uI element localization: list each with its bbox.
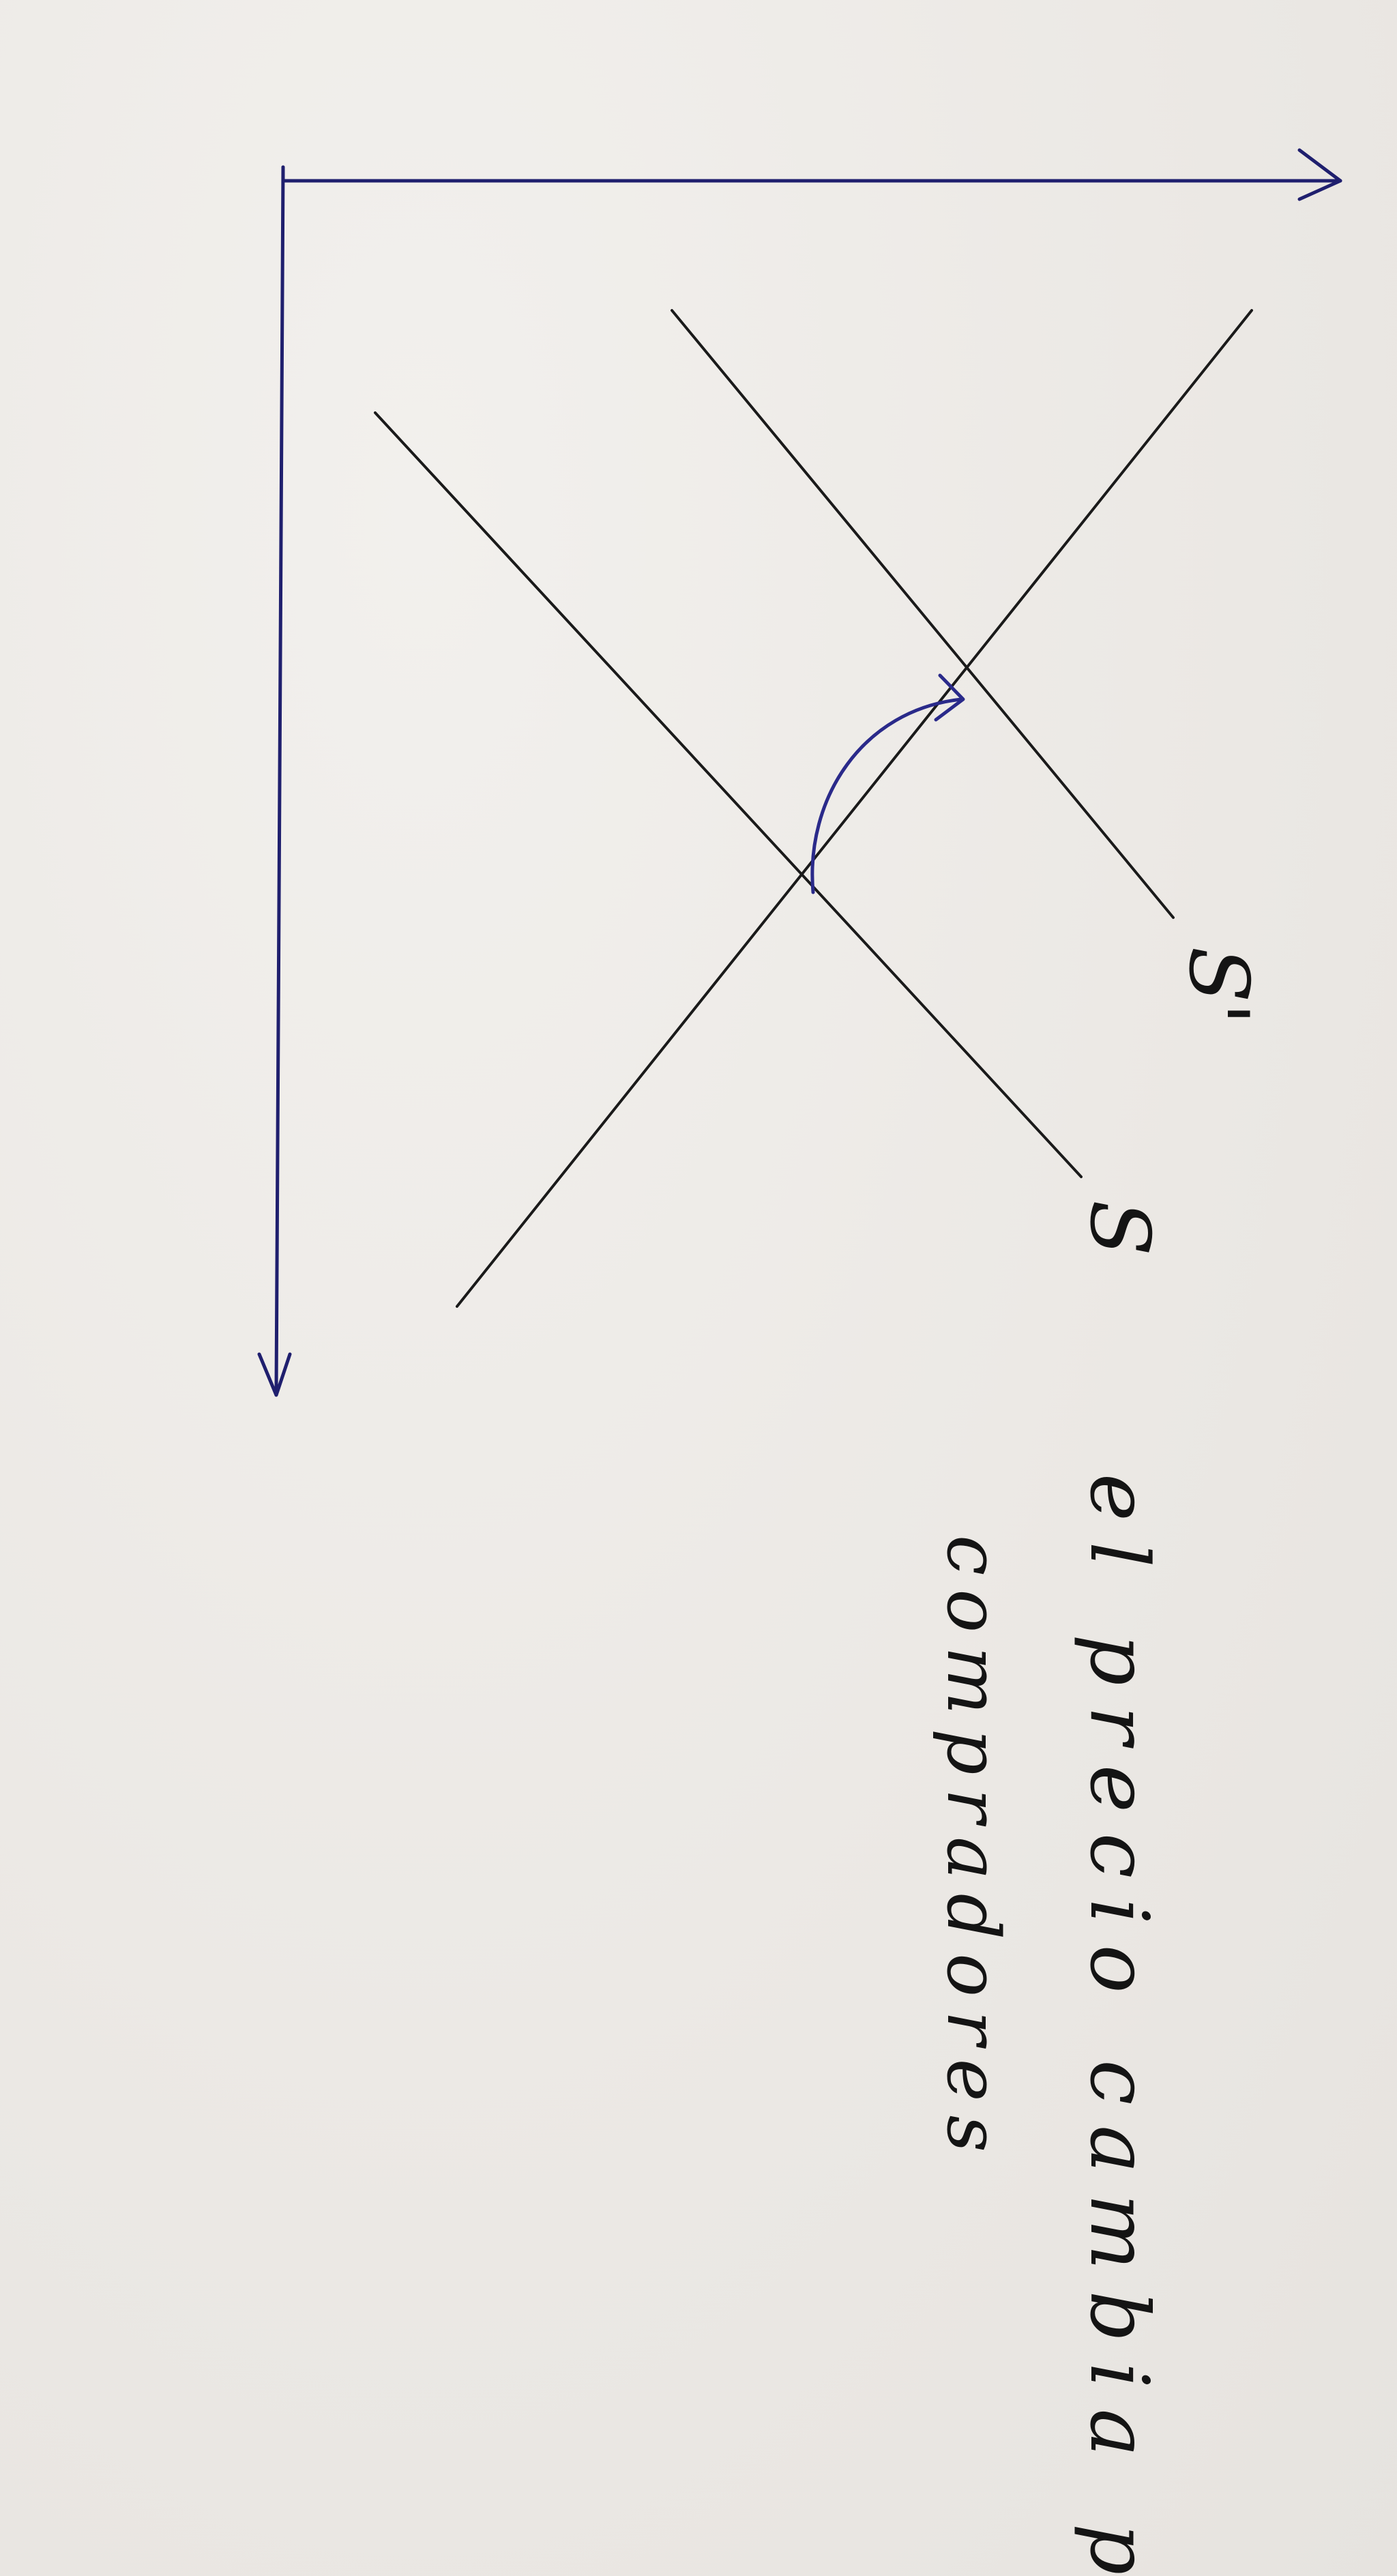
horizontal-axis: [281, 165, 1342, 183]
supply-original-label: S: [1072, 1200, 1166, 1256]
upward-curve: [456, 309, 1253, 1308]
supply-curve-shifted: [671, 309, 1175, 919]
axes: [257, 148, 1342, 1397]
shift-arrow-head: [934, 673, 965, 722]
horizontal-axis-arrowhead: [1297, 148, 1342, 201]
note-line-2: compradores: [931, 1535, 1015, 2166]
vertical-axis: [274, 165, 285, 1394]
note-line-1: el precio cambia porque: [1072, 1474, 1166, 2576]
supply-curve-original: [374, 411, 1083, 1178]
supply-shifted-label: S': [1171, 946, 1265, 1025]
shift-arrow: [810, 697, 964, 894]
vertical-axis-arrowhead: [257, 1352, 292, 1397]
